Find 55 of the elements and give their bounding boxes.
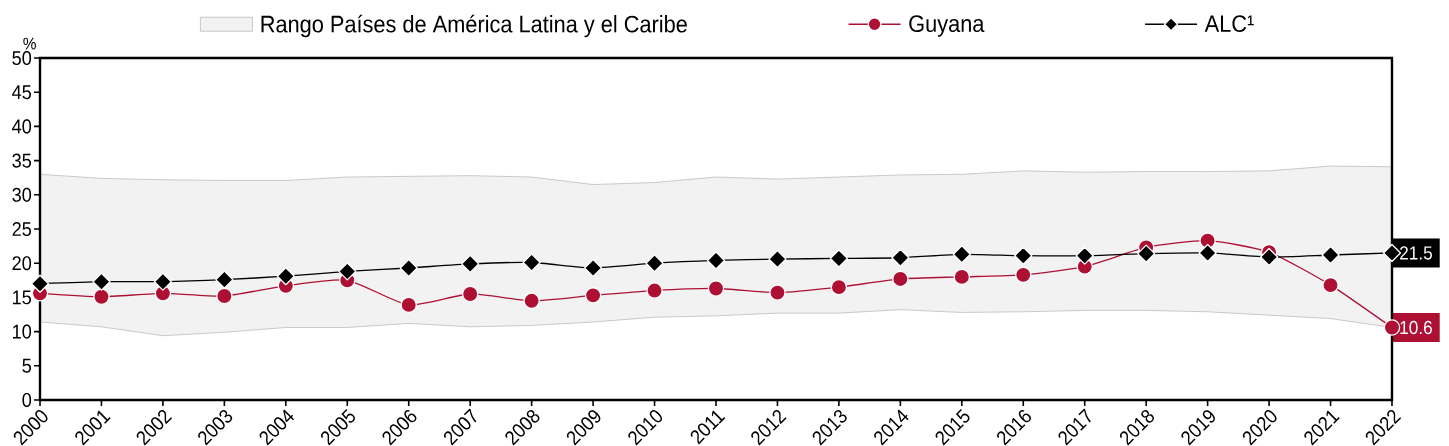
point: [216, 287, 233, 305]
point: [1015, 266, 1032, 284]
point: [399, 258, 418, 278]
y-tick-label: 25: [12, 221, 32, 237]
legend-label: Rango Países de América Latina y el Caribe: [261, 14, 687, 38]
y-tick-label: 20: [12, 256, 32, 271]
y-tick-label: 30: [12, 187, 32, 202]
point: [215, 270, 234, 289]
data-label: 21.5: [1400, 246, 1432, 260]
point: [892, 270, 909, 288]
point: [584, 287, 602, 304]
point: [707, 280, 725, 297]
legend-label: ALC¹: [1204, 15, 1254, 33]
point: [461, 254, 480, 274]
point: [891, 248, 910, 267]
point: [830, 278, 848, 296]
point: [1383, 319, 1401, 336]
point: [1075, 246, 1094, 265]
y-tick-label: 15: [13, 290, 32, 305]
y-tick-label: 40: [12, 119, 32, 134]
point: [461, 285, 479, 303]
point: [93, 288, 110, 305]
y-tick-label: 5: [22, 358, 32, 373]
point: [1382, 243, 1402, 263]
point: [1014, 246, 1033, 265]
point: [338, 262, 357, 281]
point: [1321, 245, 1340, 265]
point: [1322, 276, 1339, 294]
point: [829, 249, 849, 268]
data-label: 10.6: [1400, 320, 1432, 335]
y-tick-label: 35: [12, 153, 32, 168]
point: [768, 249, 787, 269]
point: [769, 284, 786, 301]
point: [92, 272, 111, 291]
y-tick-label: 50: [12, 50, 32, 66]
point: [1259, 247, 1279, 267]
point: [1137, 244, 1156, 263]
y-tick-label: 45: [12, 85, 32, 100]
point: [153, 272, 173, 291]
y-tick-label: 10: [13, 324, 32, 339]
point: [645, 254, 664, 273]
point: [400, 296, 417, 314]
point: [30, 274, 50, 293]
point: [276, 267, 295, 286]
point: [646, 282, 663, 299]
point: [523, 292, 540, 310]
point: [522, 253, 541, 272]
point: [953, 268, 971, 286]
point: [952, 245, 971, 264]
y-axis-title: %: [23, 37, 36, 50]
point: [1198, 243, 1217, 263]
legend-label: Guyana: [909, 15, 985, 37]
point: [583, 258, 603, 278]
point: [706, 251, 726, 270]
y-tick-label: 0: [22, 392, 32, 408]
